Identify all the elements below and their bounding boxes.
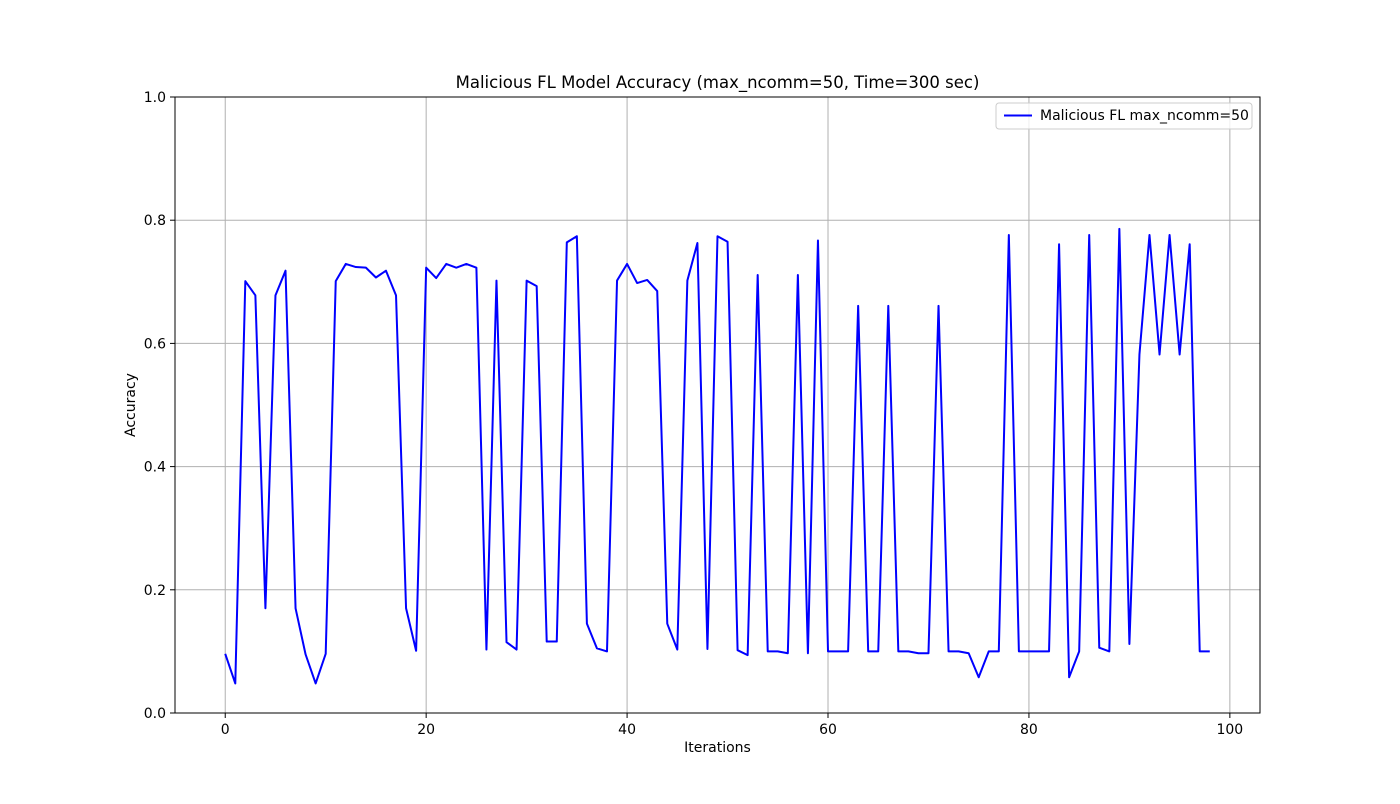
y-tick-label: 0.4 [144, 460, 166, 476]
y-axis-label: Accuracy [123, 373, 139, 437]
y-tick-label: 0.2 [144, 583, 166, 599]
legend-label: Malicious FL max_ncomm=50 [1040, 108, 1249, 124]
x-axis-ticks: 0 20 40 60 80 100 [221, 713, 1243, 738]
y-tick-label: 1.0 [144, 90, 166, 106]
x-tick-label: 20 [417, 722, 435, 738]
x-tick-label: 40 [618, 722, 636, 738]
axes-frame [174, 96, 1261, 714]
x-axis-label: Iterations [684, 740, 751, 756]
chart-title: Malicious FL Model Accuracy (max_ncomm=5… [456, 73, 980, 93]
y-tick-label: 0.8 [144, 213, 166, 229]
y-tick-label: 0.0 [144, 706, 166, 722]
x-tick-label: 80 [1020, 722, 1038, 738]
x-tick-label: 100 [1216, 722, 1243, 738]
legend: Malicious FL max_ncomm=50 [995, 102, 1253, 130]
y-axis-ticks: 0.0 0.2 0.4 0.6 0.8 1.0 [144, 90, 175, 722]
x-tick-label: 60 [819, 722, 837, 738]
x-tick-label: 0 [221, 722, 230, 738]
legend-box [995, 102, 1253, 130]
series-line [224, 227, 1210, 685]
y-tick-label: 0.6 [144, 336, 166, 352]
series-layer [224, 227, 1210, 685]
plot-area [175, 97, 1260, 713]
